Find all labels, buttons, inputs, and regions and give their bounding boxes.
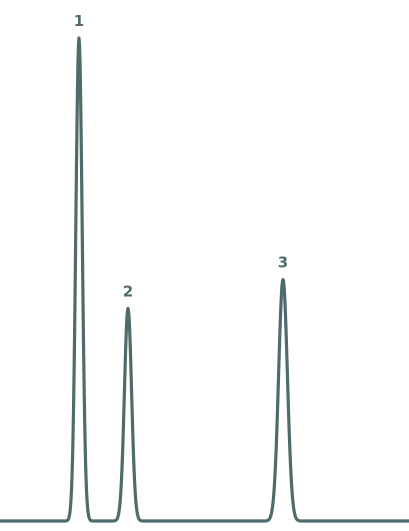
peak-label-2: 2 [123, 283, 133, 301]
peak-label-layer: 1 2 3 [74, 12, 288, 301]
peak-label-3: 3 [278, 254, 288, 272]
chromatogram-trace-line [0, 36, 409, 523]
peak-label-1: 1 [74, 12, 84, 30]
trace-layer [0, 36, 409, 523]
